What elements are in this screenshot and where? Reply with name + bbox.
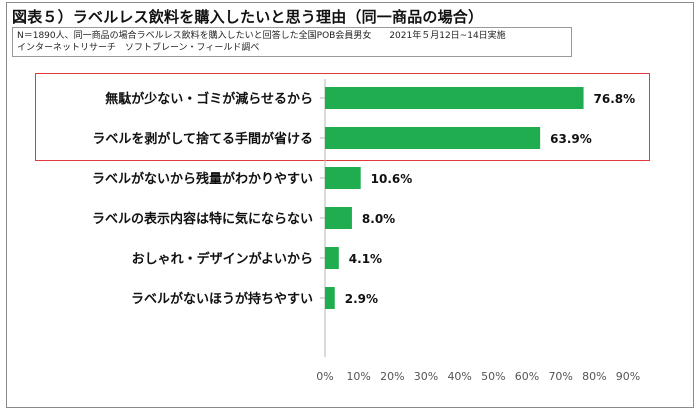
x-tick-label-90: 90% [616, 370, 640, 383]
bar-2 [325, 127, 541, 149]
value-label-5: 4.1% [349, 252, 382, 266]
x-tick-label-10: 10% [346, 370, 370, 383]
category-label-3: ラベルがないから残量がわかりやすい [92, 171, 313, 187]
category-label-6: ラベルがないほうが持ちやすい [131, 291, 313, 307]
category-label-4: ラベルの表示内容は特に気にならない [92, 211, 313, 227]
bar-5 [325, 247, 339, 269]
bar-6 [325, 287, 335, 309]
highlight-box [35, 73, 650, 161]
value-label-2: 63.9% [550, 132, 592, 146]
bar-4 [325, 207, 352, 229]
category-label-2: ラベルを剥がして捨てる手間が省ける [92, 131, 313, 147]
category-label-1: 無駄が少ない・ゴミが減らせるから [105, 91, 313, 107]
chart-frame [6, 2, 694, 408]
chart-title: 図表５）ラベルレス飲料を購入したいと思う理由（同一商品の場合） [12, 8, 484, 26]
category-label-5: おしゃれ・デザインがよいから [132, 251, 313, 267]
x-tick-label-70: 70% [548, 370, 572, 383]
bar-1 [325, 87, 584, 109]
x-tick-label-40: 40% [447, 370, 471, 383]
x-tick-label-0: 0% [316, 370, 333, 383]
value-label-3: 10.6% [371, 172, 413, 186]
value-label-4: 8.0% [362, 212, 395, 226]
x-tick-label-50: 50% [481, 370, 505, 383]
x-tick-label-20: 20% [380, 370, 404, 383]
x-tick-label-60: 60% [515, 370, 539, 383]
bar-3 [325, 167, 361, 189]
x-tick-label-80: 80% [582, 370, 606, 383]
x-tick-label-30: 30% [414, 370, 438, 383]
survey-note-line-1: N＝1890人、同一商品の場合ラベルレス飲料を購入したいと回答した全国POB会員… [17, 31, 506, 41]
value-label-6: 2.9% [345, 292, 378, 306]
value-label-1: 76.8% [594, 92, 636, 106]
survey-note-box: N＝1890人、同一商品の場合ラベルレス飲料を購入したいと回答した全国POB会員… [12, 27, 572, 57]
survey-note-line-2: インターネットリサーチ ソフトブレーン・フィールド調べ [17, 43, 260, 53]
